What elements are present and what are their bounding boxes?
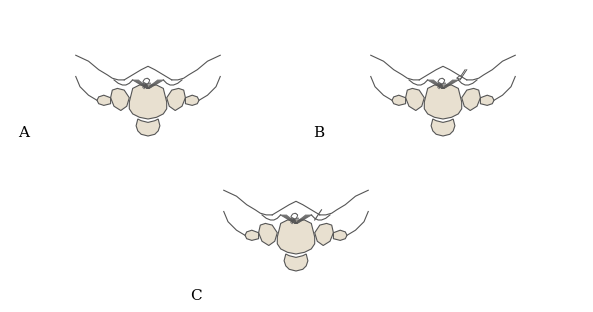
Polygon shape [392, 95, 406, 105]
Polygon shape [333, 230, 347, 241]
Text: B: B [313, 126, 324, 140]
Polygon shape [97, 95, 111, 105]
Polygon shape [457, 76, 462, 79]
Polygon shape [438, 78, 445, 84]
Point [286, 219, 296, 224]
Polygon shape [284, 254, 308, 271]
Polygon shape [129, 85, 167, 119]
Polygon shape [425, 85, 462, 119]
Polygon shape [167, 88, 186, 110]
Polygon shape [143, 78, 149, 84]
Polygon shape [431, 119, 455, 136]
Polygon shape [315, 223, 333, 246]
Text: A: A [18, 126, 29, 140]
Polygon shape [245, 230, 259, 241]
Text: C: C [190, 289, 202, 303]
Polygon shape [291, 213, 298, 219]
Polygon shape [259, 223, 278, 246]
Polygon shape [462, 88, 480, 110]
Polygon shape [406, 88, 425, 110]
Polygon shape [186, 95, 199, 105]
Polygon shape [136, 119, 160, 136]
Polygon shape [278, 220, 315, 254]
Polygon shape [480, 95, 494, 105]
Point [433, 84, 443, 89]
Polygon shape [111, 88, 129, 110]
Point [139, 84, 148, 89]
